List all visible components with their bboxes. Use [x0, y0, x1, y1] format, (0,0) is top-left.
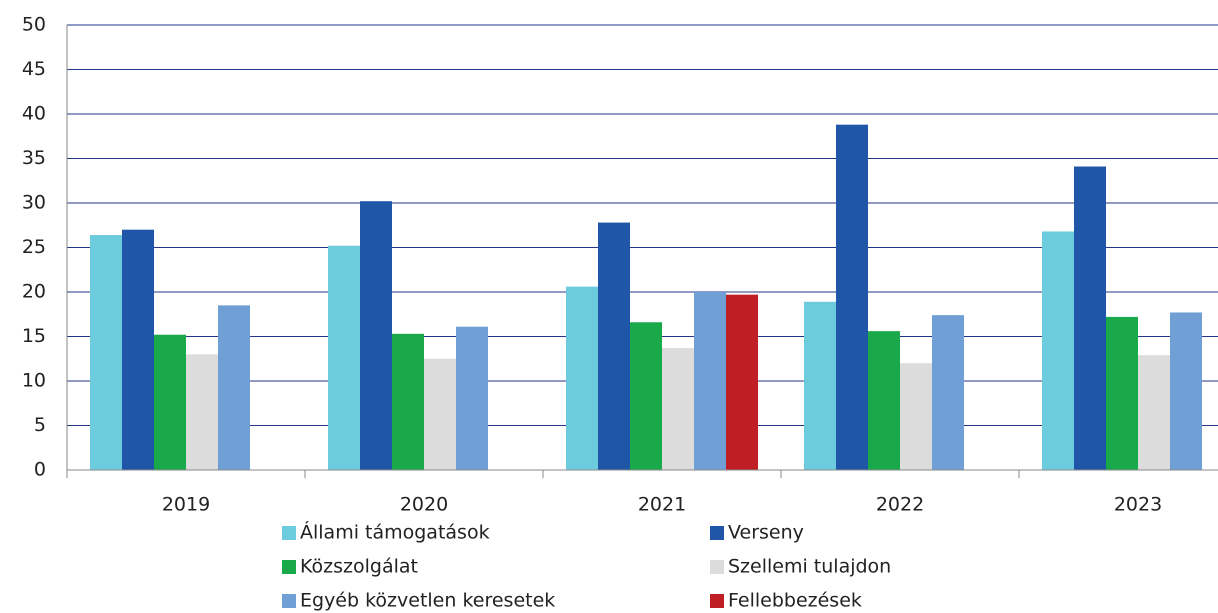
bar — [662, 348, 694, 470]
bar — [1074, 166, 1106, 470]
bar — [1042, 231, 1074, 470]
bar — [932, 315, 964, 470]
bar — [726, 294, 758, 470]
bar — [598, 222, 630, 470]
legend-swatch — [710, 560, 724, 574]
legend-swatch — [282, 526, 296, 540]
legend-label: Közszolgálat — [300, 556, 418, 578]
bar — [836, 124, 868, 471]
x-tick-label: 2019 — [162, 494, 210, 516]
legend-label: Egyéb közvetlen keresetek — [300, 590, 555, 612]
y-tick-label: 25 — [22, 236, 46, 258]
bar — [1106, 316, 1138, 470]
y-tick-label: 50 — [22, 14, 46, 36]
legend-swatch — [282, 560, 296, 574]
y-tick-label: 15 — [22, 325, 46, 347]
bar — [566, 286, 598, 470]
y-tick-label: 35 — [22, 147, 46, 169]
bar — [392, 333, 424, 470]
bar — [154, 334, 186, 470]
x-tick-label: 2022 — [876, 494, 924, 516]
y-tick-label: 20 — [22, 281, 46, 303]
legend-label: Fellebbezések — [728, 590, 862, 612]
bar — [900, 363, 932, 470]
y-tick-label: 5 — [34, 414, 46, 436]
x-tick-label: 2020 — [400, 494, 448, 516]
bar — [90, 235, 122, 470]
legend-label: Szellemi tulajdon — [728, 556, 891, 578]
bar — [218, 305, 250, 470]
legend-swatch — [710, 594, 724, 608]
y-tick-label: 40 — [22, 103, 46, 125]
x-tick-label: 2023 — [1114, 494, 1162, 516]
bar — [456, 326, 488, 470]
y-tick-label: 10 — [22, 370, 46, 392]
bar — [804, 301, 836, 470]
legend-label: Állami támogatások — [300, 521, 490, 544]
bar — [1138, 355, 1170, 470]
legend-swatch — [710, 526, 724, 540]
bar — [694, 292, 726, 470]
y-tick-label: 30 — [22, 192, 46, 214]
y-tick-label: 45 — [22, 58, 46, 80]
legend-swatch — [282, 594, 296, 608]
bar — [630, 322, 662, 470]
bar — [424, 358, 456, 470]
legend-label: Verseny — [728, 522, 804, 544]
y-tick-label: 0 — [34, 459, 46, 481]
bar — [360, 201, 392, 470]
bar — [186, 354, 218, 470]
x-tick-label: 2021 — [638, 494, 686, 516]
bar — [122, 229, 154, 470]
bar — [1170, 312, 1202, 470]
bar — [328, 245, 360, 470]
bar — [868, 331, 900, 470]
